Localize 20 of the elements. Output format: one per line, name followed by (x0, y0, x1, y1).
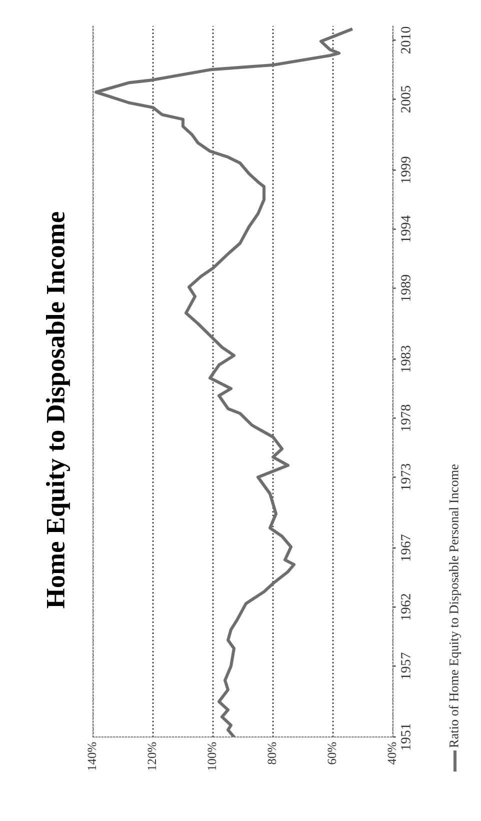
x-tick-label: 120% (148, 742, 156, 770)
y-tick-label: 1967 (401, 534, 410, 561)
y-tick-label: 1999 (401, 156, 410, 183)
y-tick-label: 1962 (401, 594, 410, 620)
y-tick-label: 1957 (401, 652, 410, 679)
x-tick-label: 100% (208, 742, 216, 770)
y-tick-label: 1978 (401, 404, 410, 431)
y-tick-label: 1973 (401, 464, 410, 490)
x-tick-label: 140% (88, 742, 96, 770)
x-tick-label: 40% (388, 742, 396, 765)
x-tick-label: 80% (268, 742, 276, 764)
x-tick-label: 60% (328, 742, 336, 764)
text: Ratio of Home Equity to Disposable Personal Income (448, 464, 462, 748)
y-tick-label: 2005 (401, 86, 410, 113)
y-tick-label: 1951 (401, 724, 410, 750)
y-tick-label: 1983 (401, 346, 410, 372)
y-tick-label: 2010 (401, 26, 410, 54)
text: Home Equity to Disposable Income (46, 212, 70, 608)
y-tick-label: 1989 (401, 274, 410, 301)
y-tick-label: 1994 (401, 215, 410, 242)
